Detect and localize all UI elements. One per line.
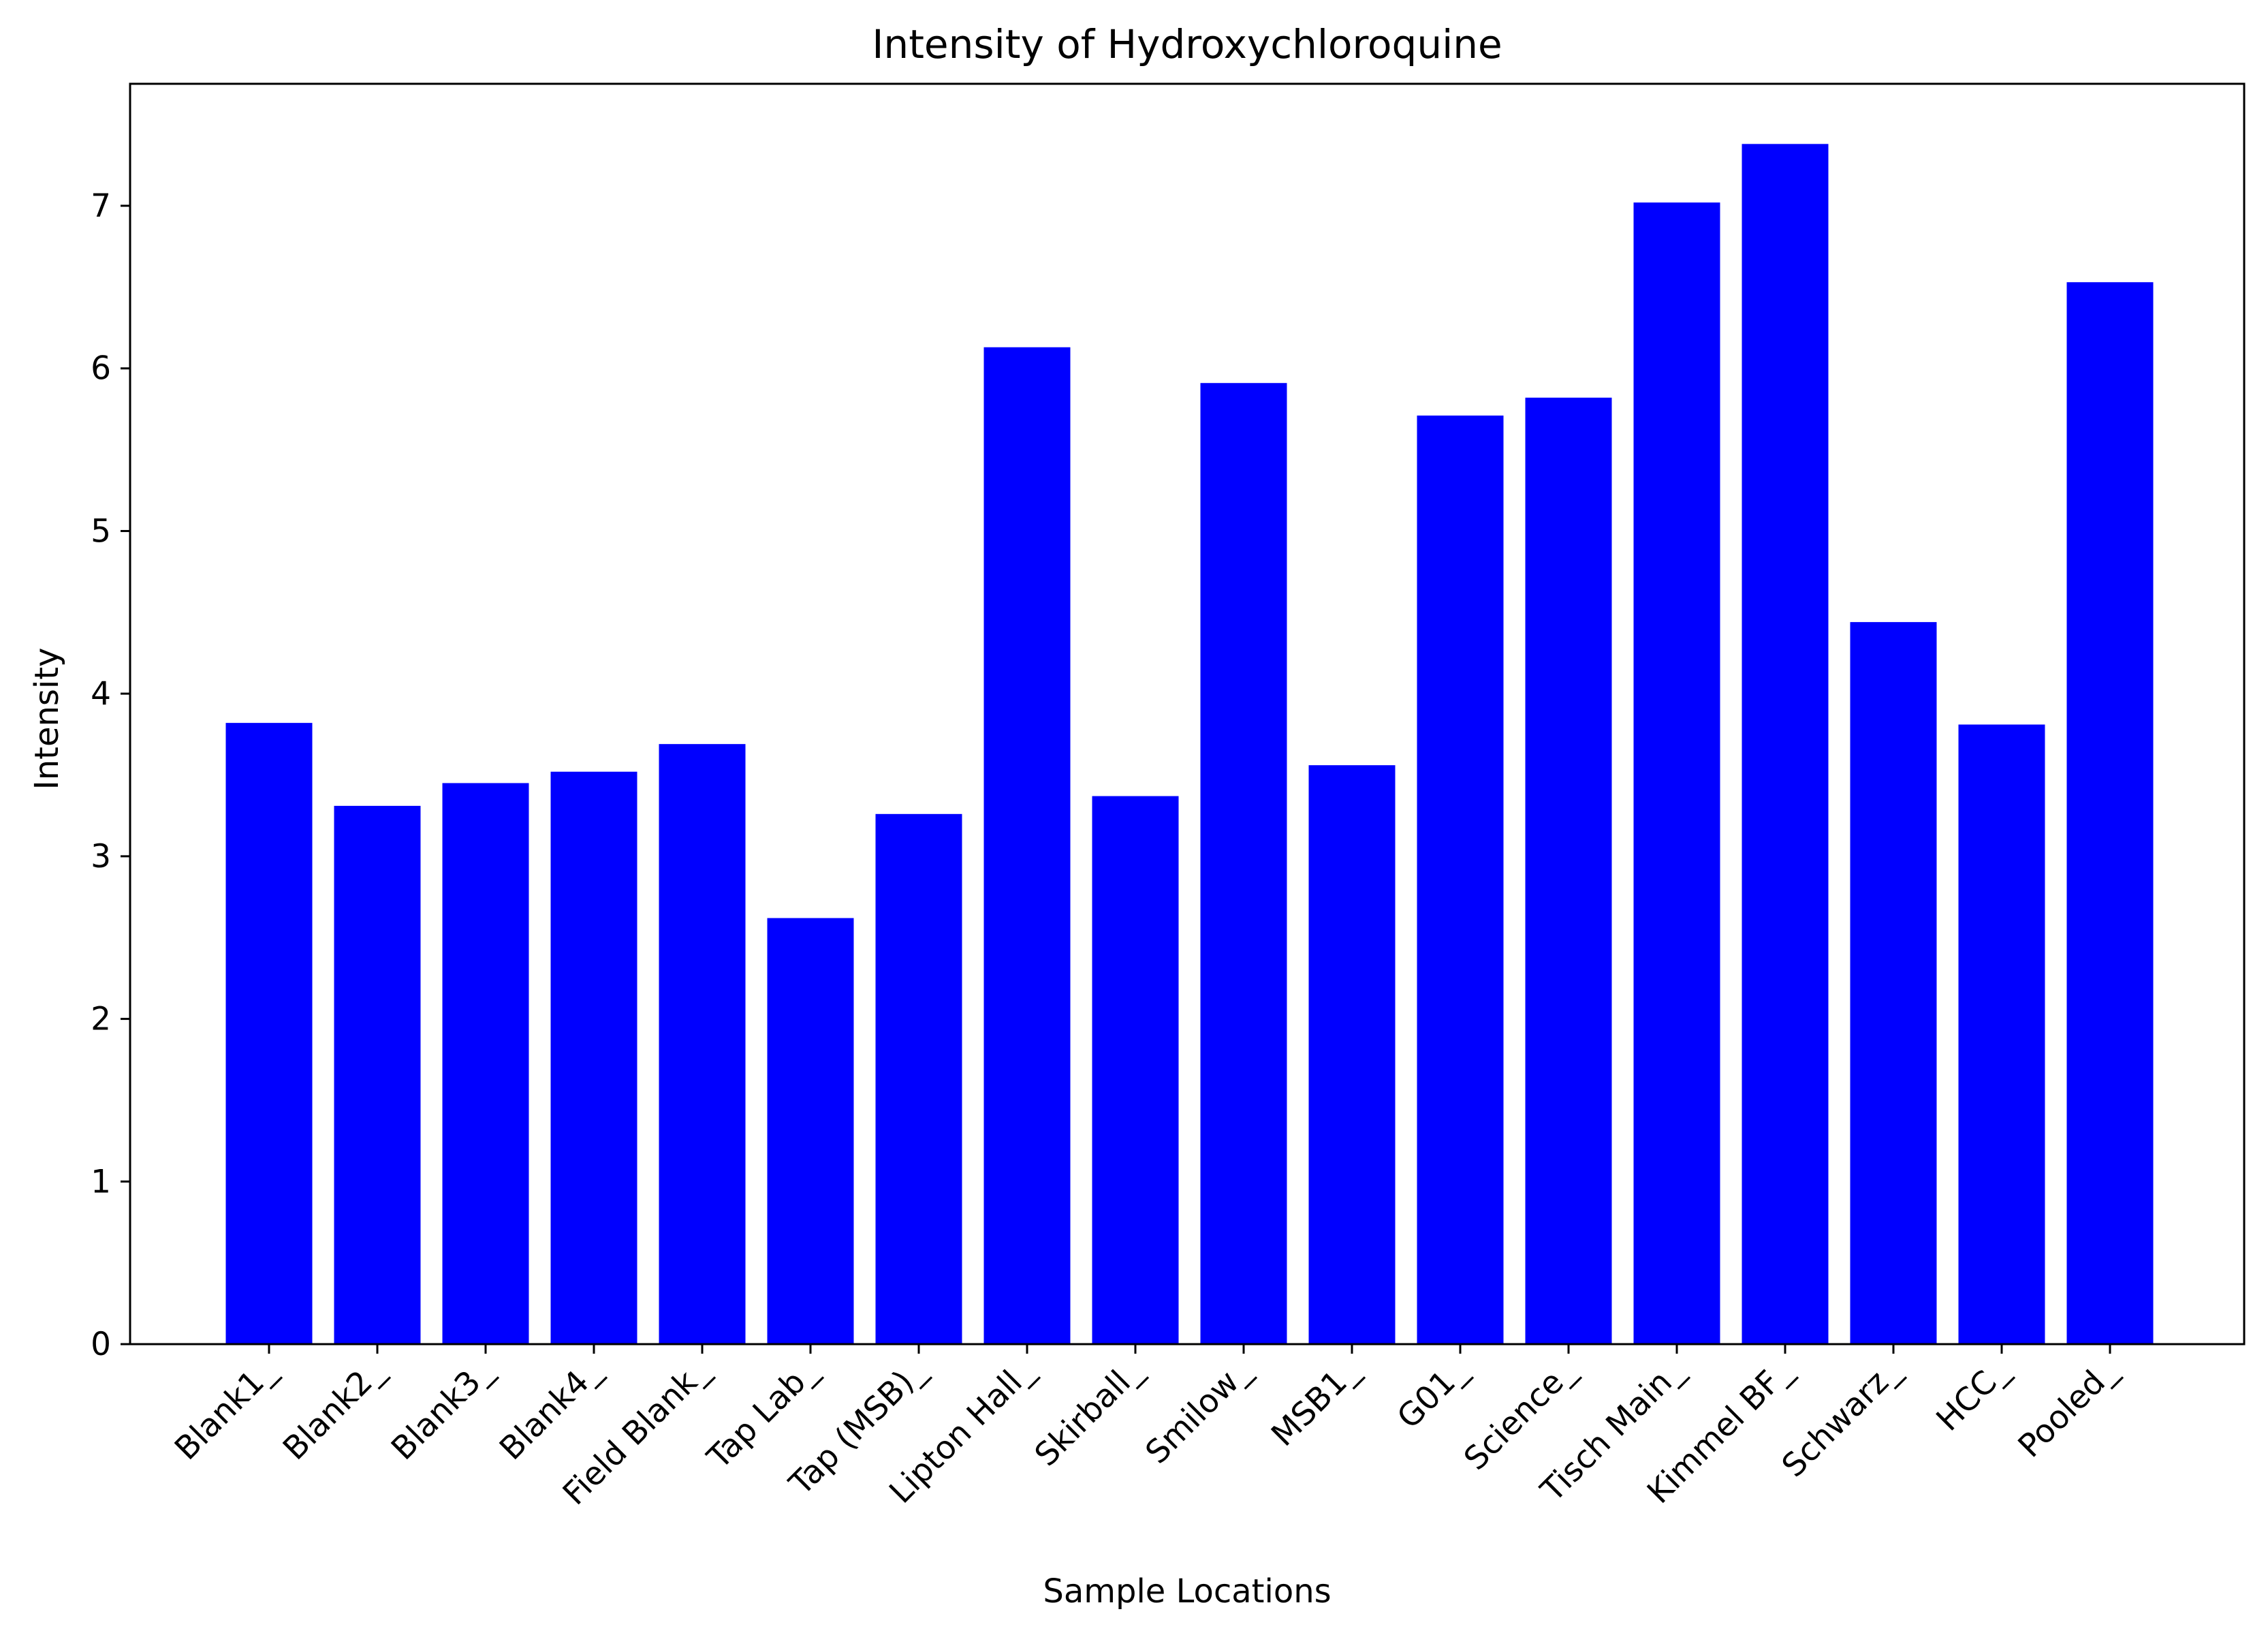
bar xyxy=(1742,144,1829,1344)
y-tick-label: 1 xyxy=(91,1163,111,1200)
x-tick-label: Pooled_ xyxy=(2011,1352,2124,1465)
bar xyxy=(1200,383,1287,1344)
bar xyxy=(983,347,1071,1344)
x-tick-label: MSB1_ xyxy=(1264,1352,1366,1454)
bar xyxy=(1850,622,1937,1344)
x-tick-label: HCC_ xyxy=(1930,1352,2016,1438)
bar xyxy=(1958,724,2045,1344)
x-tick-label: Blank2_ xyxy=(276,1352,392,1467)
plot-frame xyxy=(129,82,2246,1346)
y-tick-label: 5 xyxy=(91,512,111,550)
chart-title: Intensity of Hydroxychloroquine xyxy=(872,21,1502,67)
y-tick-label: 2 xyxy=(91,1001,111,1038)
bar xyxy=(550,771,637,1344)
bar xyxy=(1308,765,1396,1344)
bar xyxy=(1525,397,1612,1344)
x-tick-label: G01_ xyxy=(1390,1352,1475,1436)
y-axis-ticks: 0 1 2 3 4 5 6 7 xyxy=(91,187,130,1363)
y-tick-label: 0 xyxy=(91,1326,111,1363)
bar xyxy=(875,813,962,1344)
bar xyxy=(225,723,313,1344)
y-tick-label: 7 xyxy=(91,187,111,225)
bar xyxy=(1633,202,1720,1344)
x-axis-ticks: Blank1_Blank2_Blank3_Blank4_Field Blank_… xyxy=(168,1344,2124,1512)
y-axis-label: Intensity xyxy=(28,648,66,790)
x-axis-label: Sample Locations xyxy=(1043,1572,1331,1611)
x-tick-label: Blank3_ xyxy=(384,1352,500,1467)
y-tick-label: 3 xyxy=(91,838,111,875)
bar xyxy=(1417,415,1504,1344)
x-tick-label: Skirball_ xyxy=(1028,1352,1150,1474)
bar xyxy=(2066,282,2154,1344)
bar xyxy=(659,744,746,1344)
x-tick-label: Smilow_ xyxy=(1139,1352,1258,1471)
x-tick-label: Blank1_ xyxy=(168,1352,283,1467)
bar xyxy=(1092,796,1179,1344)
bars-group xyxy=(225,144,2154,1344)
bar xyxy=(442,783,529,1344)
bar xyxy=(767,918,854,1344)
x-tick-label: Schwarz_ xyxy=(1775,1352,1908,1484)
y-tick-label: 6 xyxy=(91,350,111,388)
bar xyxy=(334,805,421,1344)
y-tick-label: 4 xyxy=(91,675,111,713)
